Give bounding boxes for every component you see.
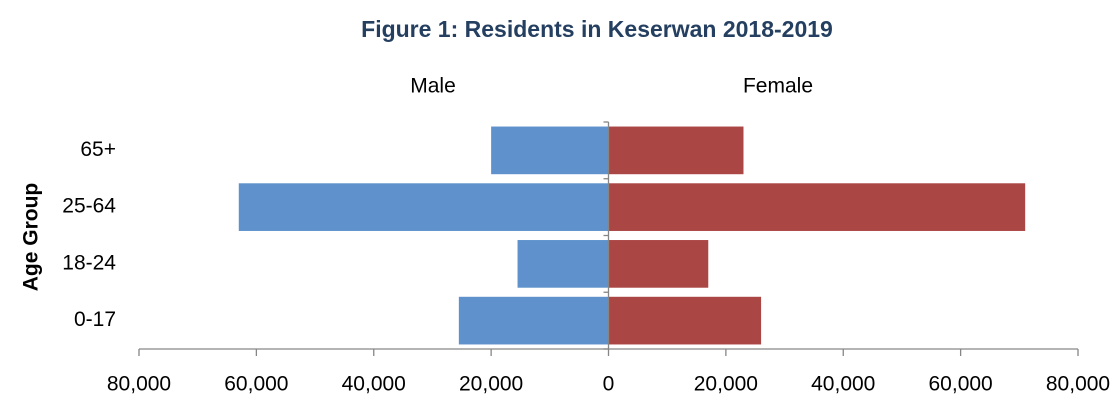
chart-title: Figure 1: Residents in Keserwan 2018-201… [361, 16, 833, 42]
x-tick-label: 80,000 [107, 373, 171, 396]
bar [608, 126, 744, 175]
bar [608, 240, 709, 288]
y-tick-label: 0-17 [74, 308, 116, 331]
bar [517, 240, 609, 288]
x-tick-label: 20,000 [459, 373, 523, 396]
x-tick-label: 0 [603, 373, 615, 396]
x-tick-label: 20,000 [694, 373, 758, 396]
bar [238, 183, 609, 231]
y-axis-title: Age Group [20, 183, 43, 292]
y-tick-label: 18-24 [62, 251, 116, 274]
x-tick-label: 40,000 [811, 373, 875, 396]
series-label: Female [743, 75, 813, 98]
x-tick-label: 40,000 [342, 373, 406, 396]
bar [608, 296, 762, 345]
x-tick-label: 80,000 [1046, 373, 1110, 396]
y-tick-label: 25-64 [62, 195, 116, 218]
x-tick-label: 60,000 [929, 373, 993, 396]
y-tick-label: 65+ [80, 138, 116, 161]
bar [491, 126, 609, 175]
bar [458, 296, 609, 345]
series-label: Male [410, 75, 456, 98]
x-tick-label: 60,000 [224, 373, 288, 396]
bar [608, 183, 1026, 231]
